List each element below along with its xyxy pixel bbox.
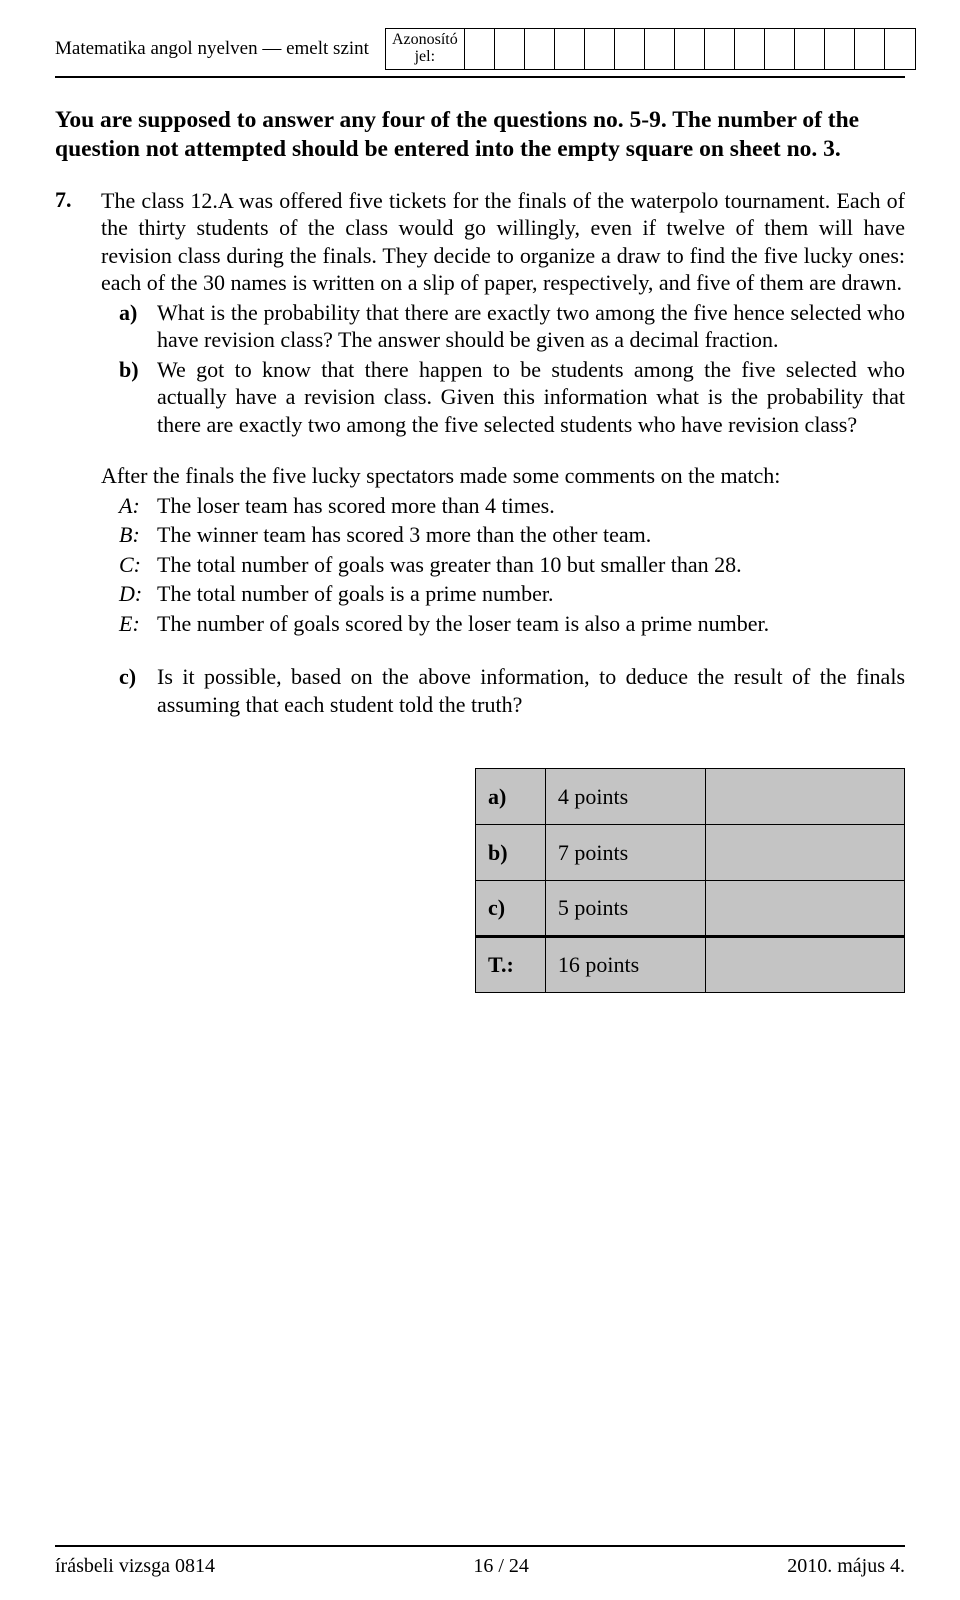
id-label-line1: Azonosító [392, 32, 458, 49]
id-cell[interactable] [855, 29, 885, 69]
points-total-label: T.: [476, 937, 546, 993]
subpart-b: b) We got to know that there happen to b… [101, 356, 905, 439]
id-cell[interactable] [795, 29, 825, 69]
footer-center: 16 / 24 [473, 1555, 529, 1578]
id-cell[interactable] [645, 29, 675, 69]
id-cell[interactable] [825, 29, 855, 69]
comment-row: D:The total number of goals is a prime n… [101, 580, 905, 608]
points-row-points: 7 points [545, 825, 705, 881]
comment-text: The loser team has scored more than 4 ti… [157, 492, 905, 520]
question-subparts: a) What is the probability that there ar… [55, 299, 905, 719]
comment-label: C: [101, 551, 157, 579]
header-rule [55, 76, 905, 78]
comment-label: D: [101, 580, 157, 608]
question-7: 7. The class 12.A was offered five ticke… [55, 187, 905, 297]
comment-text: The winner team has scored 3 more than t… [157, 521, 905, 549]
points-row-points: 4 points [545, 769, 705, 825]
points-row-points: 5 points [545, 881, 705, 937]
comment-row: E:The number of goals scored by the lose… [101, 610, 905, 638]
comments-list: A:The loser team has scored more than 4 … [101, 492, 905, 638]
id-cell[interactable] [585, 29, 615, 69]
id-grid [464, 28, 916, 70]
comments-intro: After the finals the five lucky spectato… [101, 462, 905, 490]
id-cell[interactable] [765, 29, 795, 69]
id-cell[interactable] [555, 29, 585, 69]
id-cell[interactable] [465, 29, 495, 69]
comment-row: A:The loser team has scored more than 4 … [101, 492, 905, 520]
subpart-c: c) Is it possible, based on the above in… [101, 663, 905, 718]
points-table: a)4 pointsb)7 pointsc)5 pointsT.:16 poin… [475, 768, 905, 993]
points-row: a)4 points [476, 769, 905, 825]
points-row-label: a) [476, 769, 546, 825]
comment-text: The total number of goals is a prime num… [157, 580, 905, 608]
id-box: Azonosító jel: [385, 28, 916, 70]
page-header: Matematika angol nyelven — emelt szint A… [55, 28, 905, 70]
footer-left: írásbeli vizsga 0814 [55, 1555, 215, 1578]
points-total-score[interactable] [705, 937, 904, 993]
footer-right: 2010. május 4. [787, 1555, 905, 1578]
header-subject: Matematika angol nyelven — emelt szint [55, 38, 385, 60]
question-intro: The class 12.A was offered five tickets … [101, 187, 905, 297]
points-row-score[interactable] [705, 825, 904, 881]
points-row-score[interactable] [705, 881, 904, 937]
subpart-a: a) What is the probability that there ar… [101, 299, 905, 354]
footer-row: írásbeli vizsga 0814 16 / 24 2010. május… [55, 1555, 905, 1578]
id-cell[interactable] [525, 29, 555, 69]
comment-row: B:The winner team has scored 3 more than… [101, 521, 905, 549]
id-cell[interactable] [885, 29, 915, 69]
points-total-row: T.:16 points [476, 937, 905, 993]
subpart-c-label: c) [101, 663, 157, 691]
page-footer-area: írásbeli vizsga 0814 16 / 24 2010. május… [55, 1545, 905, 1578]
subpart-b-label: b) [101, 356, 157, 384]
subpart-c-text: Is it possible, based on the above infor… [157, 663, 905, 718]
points-row-label: c) [476, 881, 546, 937]
id-cell[interactable] [705, 29, 735, 69]
exam-page: Matematika angol nyelven — emelt szint A… [0, 0, 960, 1600]
subpart-b-text: We got to know that there happen to be s… [157, 356, 905, 439]
comment-label: E: [101, 610, 157, 638]
id-cell[interactable] [495, 29, 525, 69]
comment-row: C:The total number of goals was greater … [101, 551, 905, 579]
comment-label: B: [101, 521, 157, 549]
instruction-text: You are supposed to answer any four of t… [55, 106, 905, 165]
subpart-a-text: What is the probability that there are e… [157, 299, 905, 354]
id-label-line2: jel: [392, 49, 458, 66]
points-row-score[interactable] [705, 769, 904, 825]
comment-text: The number of goals scored by the loser … [157, 610, 905, 638]
points-total-points: 16 points [545, 937, 705, 993]
points-row: c)5 points [476, 881, 905, 937]
question-number: 7. [55, 187, 101, 213]
subpart-a-label: a) [101, 299, 157, 327]
id-cell[interactable] [735, 29, 765, 69]
points-row: b)7 points [476, 825, 905, 881]
points-row-label: b) [476, 825, 546, 881]
id-label: Azonosító jel: [385, 28, 464, 70]
comment-label: A: [101, 492, 157, 520]
comment-text: The total number of goals was greater th… [157, 551, 905, 579]
footer-rule [55, 1545, 905, 1547]
id-cell[interactable] [675, 29, 705, 69]
id-cell[interactable] [615, 29, 645, 69]
